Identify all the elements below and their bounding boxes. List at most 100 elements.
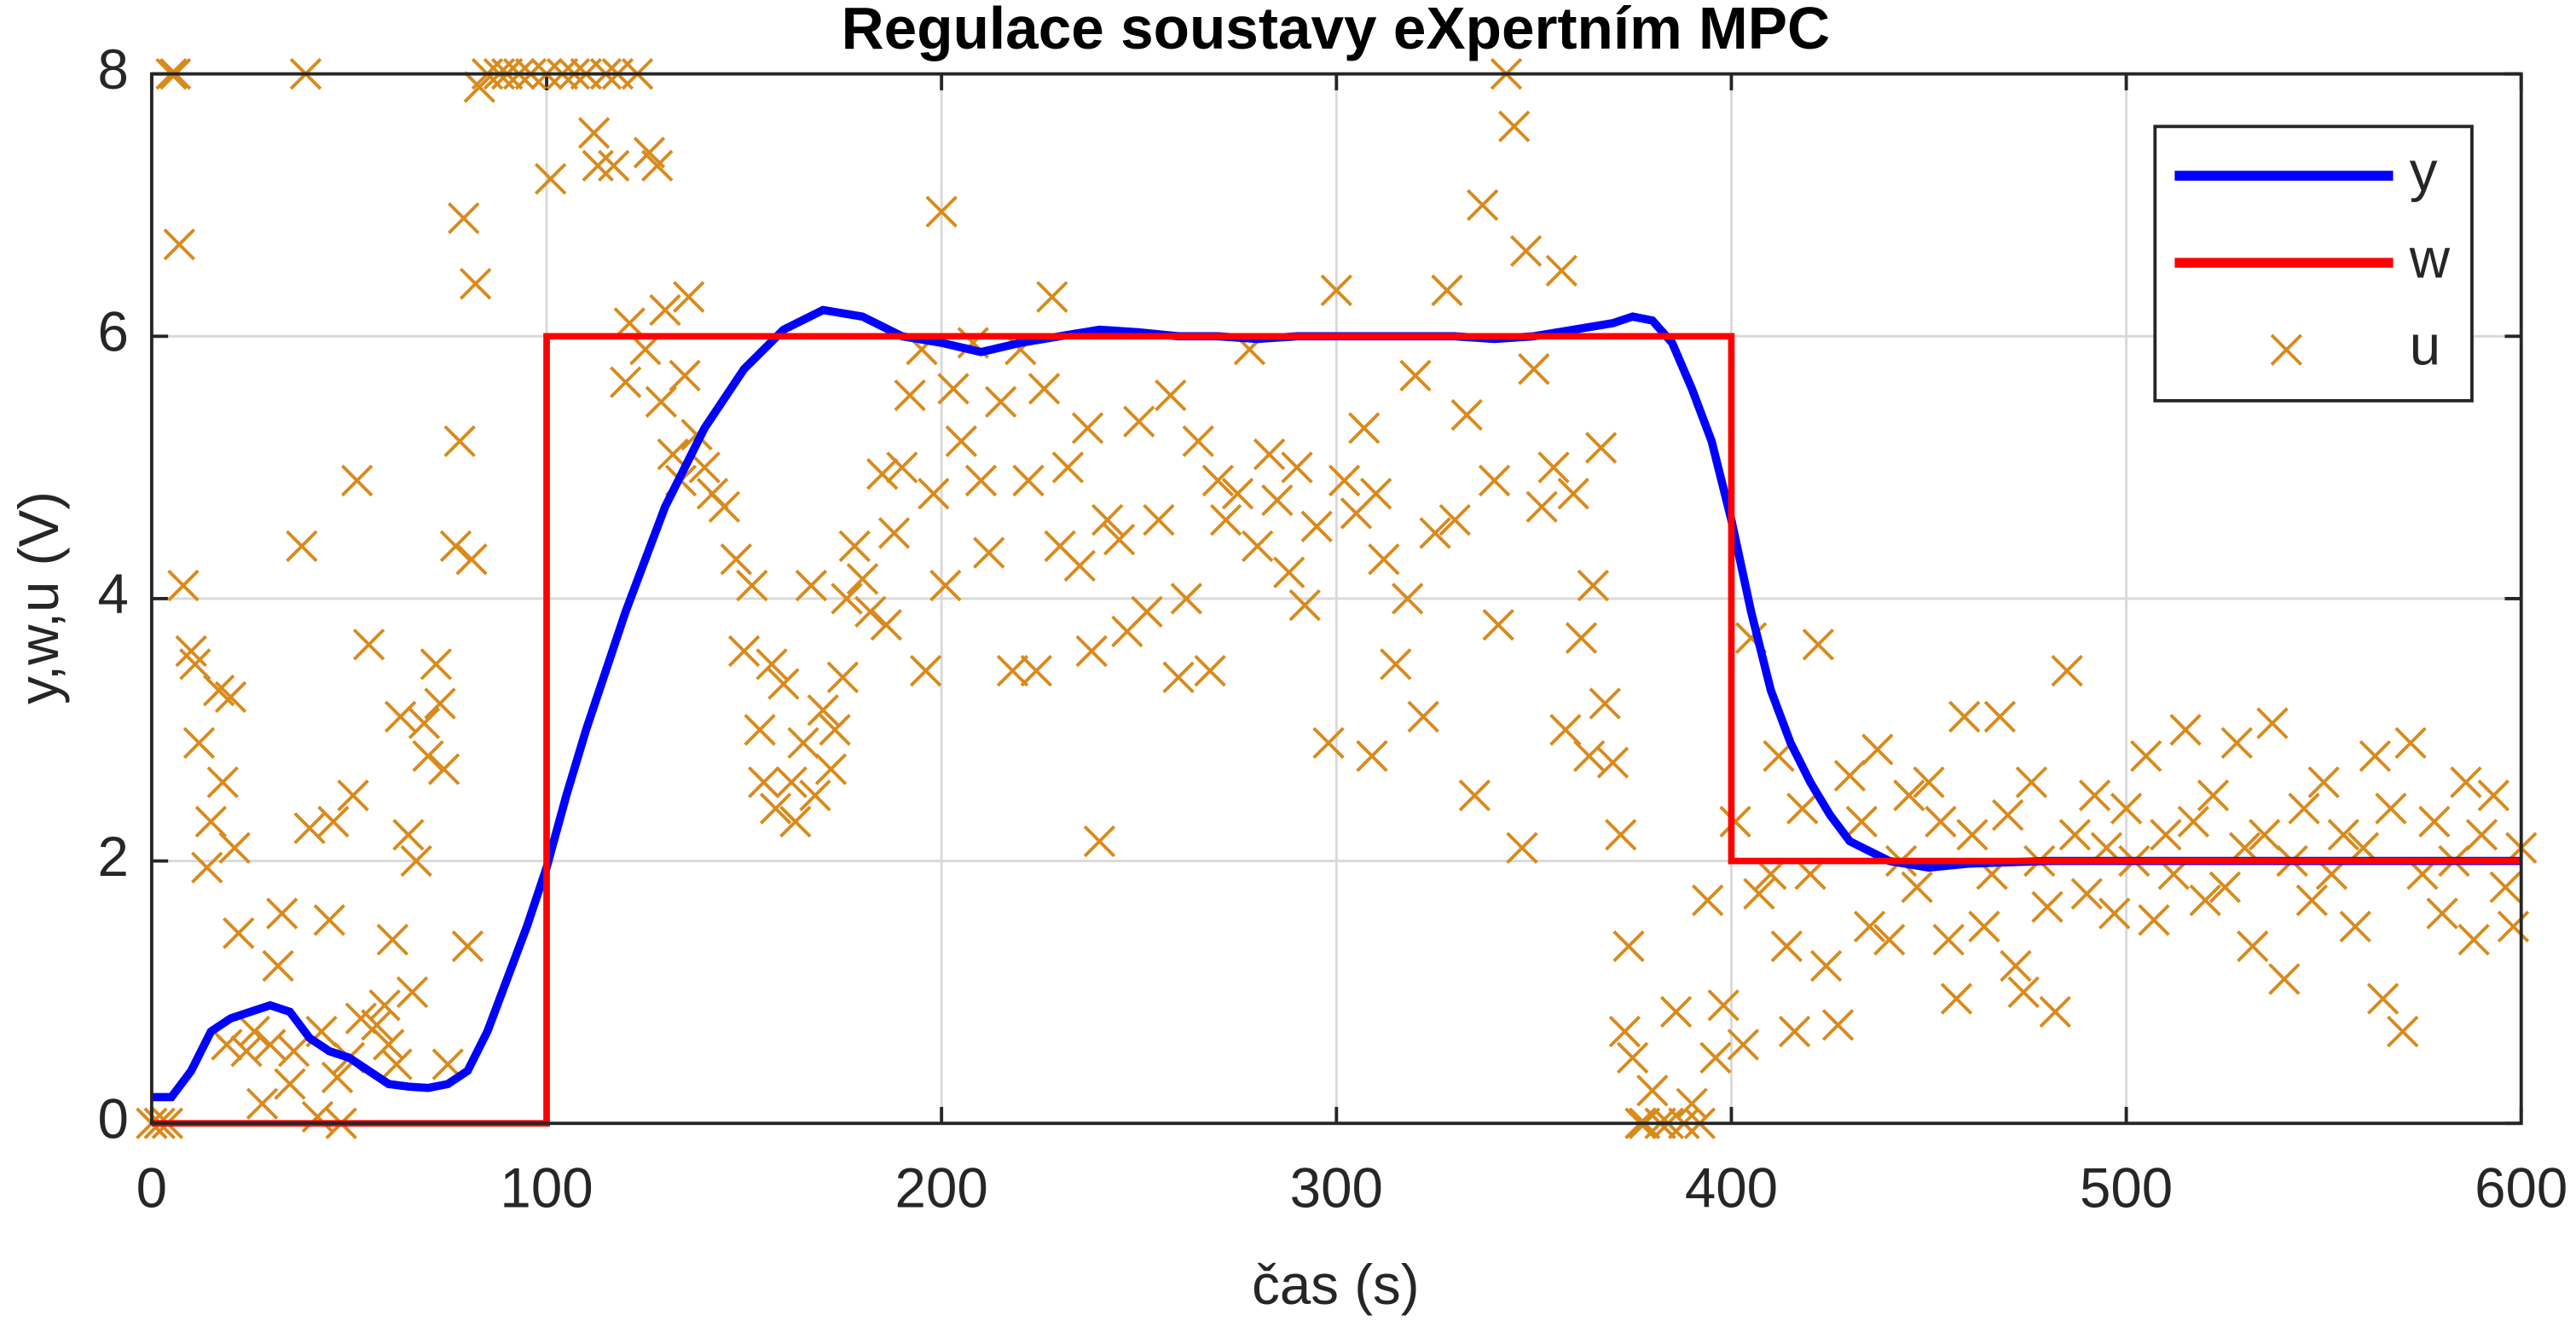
u-marker <box>1699 1041 1732 1074</box>
u-marker <box>2465 819 2498 851</box>
u-marker <box>2051 654 2083 687</box>
u-marker <box>246 1087 279 1120</box>
u-marker <box>1063 549 1096 582</box>
u-marker <box>984 385 1017 418</box>
u-marker <box>1194 654 1226 687</box>
u-marker <box>1123 405 1155 438</box>
u-marker <box>645 385 678 418</box>
u-marker <box>2497 910 2530 943</box>
u-marker <box>708 490 741 523</box>
u-marker <box>1845 805 1878 838</box>
u-marker <box>277 1034 310 1068</box>
u-marker <box>2189 884 2221 917</box>
u-marker <box>1328 464 1361 497</box>
u-marker <box>194 805 228 838</box>
u-marker <box>274 1068 306 1100</box>
u-marker <box>1809 949 1843 982</box>
x-tick-label: 0 <box>136 1156 167 1219</box>
u-marker <box>1028 373 1061 405</box>
u-marker <box>945 425 978 458</box>
x-tick-label: 400 <box>1685 1156 1778 1219</box>
u-marker <box>1071 412 1104 444</box>
u-marker <box>1312 727 1345 759</box>
u-marker <box>1419 517 1451 549</box>
u-marker <box>1932 924 1965 956</box>
u-marker <box>826 661 860 693</box>
u-marker <box>2220 727 2253 759</box>
u-marker <box>1482 609 1514 641</box>
u-marker <box>380 1048 413 1081</box>
u-marker <box>223 917 255 949</box>
u-marker <box>973 536 1005 569</box>
u-marker <box>649 293 681 327</box>
legend-label: u <box>2410 314 2440 376</box>
u-marker <box>577 117 611 149</box>
u-marker <box>2098 897 2131 930</box>
u-marker <box>337 779 369 812</box>
u-marker <box>448 202 480 235</box>
u-marker <box>1549 714 1582 746</box>
y-tick-label: 4 <box>98 563 129 625</box>
u-marker <box>455 543 488 576</box>
u-marker <box>1036 281 1068 313</box>
u-marker <box>1557 478 1589 510</box>
u-marker <box>2426 897 2458 930</box>
u-marker <box>1636 1075 1669 1107</box>
u-marker <box>775 766 808 798</box>
u-marker <box>1466 188 1499 222</box>
u-marker <box>534 163 567 195</box>
u-marker <box>254 1029 287 1061</box>
u-marker <box>2477 779 2510 812</box>
u-marker <box>2208 871 2242 904</box>
y-tick-label: 2 <box>98 826 129 888</box>
u-marker <box>2031 890 2064 924</box>
u-marker <box>838 530 871 563</box>
u-marker <box>175 635 207 668</box>
u-marker <box>1786 792 1819 825</box>
u-marker <box>1605 819 1637 851</box>
u-marker <box>293 812 326 844</box>
x-axis-label: čas (s) <box>1252 1254 1419 1316</box>
u-marker <box>344 1002 378 1034</box>
u-marker <box>787 727 819 759</box>
u-marker <box>1012 464 1045 497</box>
legend-marker <box>2270 333 2303 366</box>
u-marker <box>373 1029 405 1061</box>
u-marker <box>1509 235 1543 268</box>
u-marker <box>361 1009 393 1041</box>
u-marker <box>1525 490 1558 523</box>
u-marker <box>1676 1087 1708 1120</box>
u-marker <box>1356 739 1388 773</box>
u-marker <box>1948 700 1981 733</box>
u-marker <box>866 458 899 490</box>
x-tick-label: 600 <box>2475 1156 2567 1219</box>
u-marker <box>673 281 705 313</box>
x-tick-label: 200 <box>895 1156 988 1219</box>
u-marker <box>1182 425 1214 458</box>
u-marker <box>2489 871 2521 904</box>
u-marker <box>1565 622 1598 654</box>
u-marker <box>1221 478 1254 510</box>
u-marker <box>182 727 216 759</box>
u-marker <box>1241 530 1274 563</box>
u-marker <box>1584 432 1618 464</box>
u-marker <box>230 1034 263 1068</box>
u-marker <box>420 648 453 681</box>
u-marker <box>396 976 429 1009</box>
u-marker <box>1458 779 1491 812</box>
u-marker <box>2197 779 2230 812</box>
x-tick-label: 500 <box>2080 1156 2173 1219</box>
u-marker <box>2058 819 2092 851</box>
u-marker <box>1391 582 1424 615</box>
chart-title: Regulace soustavy eXpertním MPC <box>842 0 1830 61</box>
u-marker <box>317 805 350 838</box>
u-marker <box>1407 700 1439 733</box>
u-marker <box>1020 654 1053 687</box>
u-marker <box>1573 739 1606 773</box>
u-marker <box>918 478 950 510</box>
u-marker <box>400 844 432 878</box>
u-marker <box>1380 648 1412 681</box>
u-marker <box>2268 963 2301 995</box>
u-marker <box>1901 871 1933 904</box>
